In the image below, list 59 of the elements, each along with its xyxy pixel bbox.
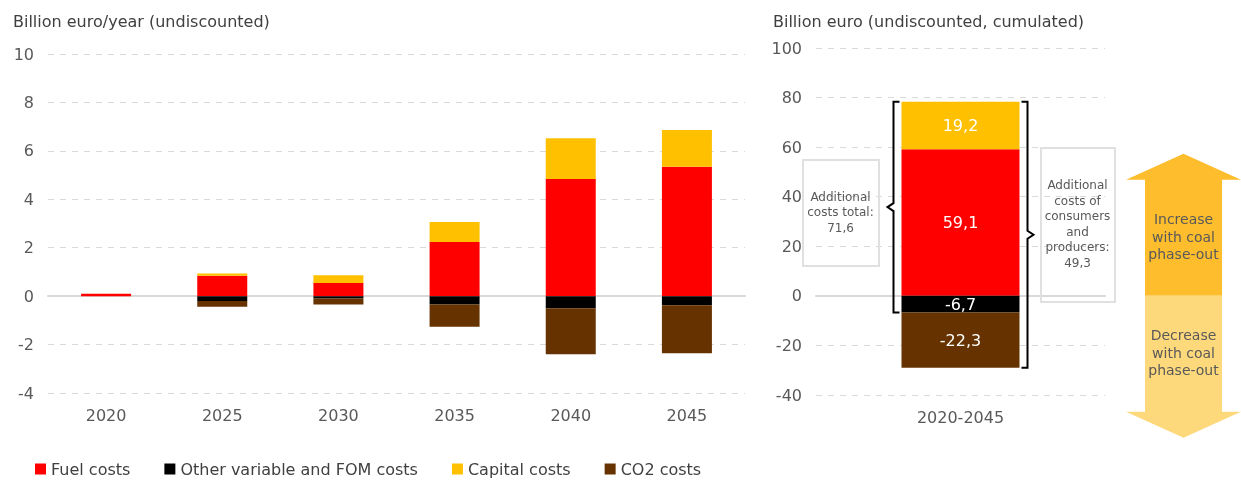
bar bbox=[545, 178, 596, 297]
y-tick-label: 0 bbox=[23, 286, 34, 306]
data-label: -6,7 bbox=[944, 294, 977, 314]
bar bbox=[429, 296, 480, 305]
y-axis-title: Billion euro/year (undiscounted) bbox=[13, 11, 270, 31]
bar bbox=[197, 300, 248, 307]
data-label: -22,3 bbox=[939, 330, 982, 350]
y-tick-label: 20 bbox=[781, 236, 802, 256]
y-tick-label: -4 bbox=[18, 383, 34, 403]
bar bbox=[901, 149, 1020, 296]
legend-label: Capital costs bbox=[467, 459, 571, 479]
text: Additional costs total: 71,6 bbox=[806, 189, 875, 237]
x-tick-label: 2035 bbox=[434, 405, 475, 425]
x-tick-label: 2020 bbox=[85, 405, 127, 425]
bar bbox=[197, 275, 248, 297]
data-label: 59,1 bbox=[942, 213, 979, 233]
legend-label: Fuel costs bbox=[51, 459, 131, 479]
y-tick-label: 80 bbox=[781, 88, 802, 108]
y-tick-label: 8 bbox=[23, 92, 34, 112]
y-tick-label: 40 bbox=[781, 187, 802, 207]
x-tick-label: 2030 bbox=[318, 405, 359, 425]
bar bbox=[429, 241, 480, 297]
bar bbox=[197, 296, 248, 301]
legend-label: CO2 costs bbox=[620, 459, 702, 479]
bar bbox=[545, 308, 596, 355]
bar bbox=[661, 305, 712, 354]
bar bbox=[901, 312, 1020, 368]
y-tick-label: 60 bbox=[781, 137, 802, 157]
y-axis-title: Billion euro (undiscounted, cumulated) bbox=[773, 11, 1085, 31]
y-tick-label: 4 bbox=[23, 189, 34, 209]
x-tick-label: 2045 bbox=[666, 405, 708, 425]
y-tick-label: 100 bbox=[771, 38, 802, 58]
text: Additional costs of consumers and producers: 49,3 bbox=[1043, 177, 1112, 272]
x-tick-label: 2020-2045 bbox=[916, 407, 1005, 427]
bar bbox=[661, 166, 712, 297]
data-label: 19,2 bbox=[942, 116, 979, 136]
bar bbox=[429, 222, 480, 242]
bar bbox=[313, 283, 364, 297]
x-tick-label: 2025 bbox=[201, 405, 243, 425]
bar bbox=[545, 296, 596, 309]
bar bbox=[661, 130, 712, 167]
bar bbox=[545, 138, 596, 179]
bar bbox=[661, 296, 712, 306]
legend-label: Other variable and FOM costs bbox=[180, 459, 418, 479]
y-tick-label: 2 bbox=[23, 238, 34, 258]
bar bbox=[901, 101, 1020, 150]
text: Decrease with coal phase-out bbox=[1147, 327, 1220, 380]
text: Increase with coal phase-out bbox=[1147, 211, 1220, 264]
bar bbox=[197, 273, 248, 276]
y-tick-label: -20 bbox=[775, 335, 802, 355]
y-tick-label: 10 bbox=[13, 44, 34, 64]
y-tick-label: 6 bbox=[23, 141, 34, 161]
x-tick-label: 2040 bbox=[550, 405, 592, 425]
bar bbox=[313, 275, 364, 284]
y-tick-label: -2 bbox=[18, 335, 34, 355]
y-tick-label: 0 bbox=[791, 286, 802, 306]
y-tick-label: -40 bbox=[775, 385, 802, 405]
bar bbox=[429, 304, 480, 327]
bar bbox=[313, 296, 364, 299]
